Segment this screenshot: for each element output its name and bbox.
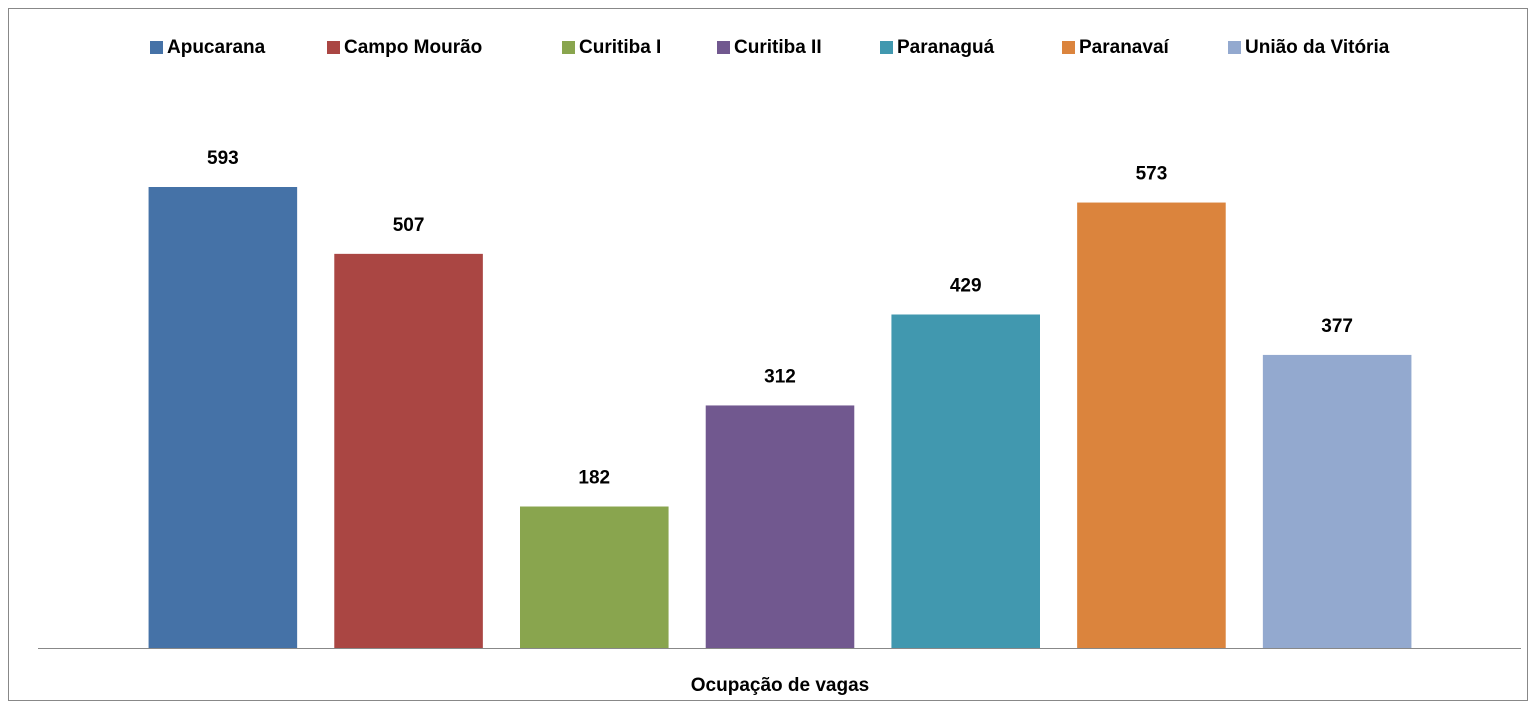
legend-swatch	[150, 41, 163, 54]
data-label: 429	[950, 276, 982, 297]
legend-label: Paranavaí	[1079, 37, 1170, 58]
legend-swatch	[1062, 41, 1075, 54]
legend-label: União da Vitória	[1245, 37, 1390, 58]
legend-swatch	[327, 41, 340, 54]
x-tick-label: Ocupação de vagas	[691, 675, 869, 696]
bar	[334, 253, 483, 648]
data-label: 507	[393, 215, 425, 236]
bar	[1077, 202, 1226, 648]
legend-label: Paranaguá	[897, 37, 995, 58]
data-label: 593	[207, 148, 239, 169]
legend-swatch	[1228, 41, 1241, 54]
legend-swatch	[880, 41, 893, 54]
data-label: 573	[1136, 164, 1168, 185]
bar	[1262, 354, 1412, 648]
bar	[705, 405, 855, 648]
legend-label: Campo Mourão	[344, 37, 482, 58]
legend-swatch	[717, 41, 730, 54]
data-label: 377	[1321, 316, 1353, 337]
legend-swatch	[562, 41, 575, 54]
legend-label: Curitiba II	[734, 37, 822, 58]
data-label: 312	[764, 366, 796, 387]
bar	[148, 187, 298, 648]
bar	[891, 314, 1040, 648]
legend-label: Apucarana	[167, 37, 266, 58]
data-label: 182	[578, 468, 610, 489]
legend-label: Curitiba I	[579, 37, 661, 58]
bar	[520, 506, 669, 648]
